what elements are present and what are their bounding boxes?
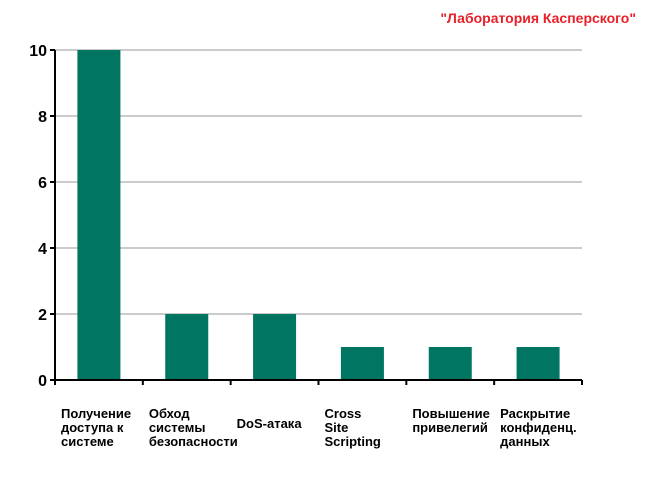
bar [77, 50, 121, 380]
bar [340, 347, 384, 380]
y-tick-label: 4 [38, 241, 47, 258]
x-tick-label: DoS-атака [236, 416, 302, 431]
y-tick-label: 6 [38, 175, 47, 192]
x-tick-label: Обход системы безопасности [148, 406, 238, 449]
bar [516, 347, 560, 380]
x-tick-label: Раскрытие конфиденц. данных [500, 406, 577, 449]
bar [428, 347, 472, 380]
x-tick-label: Повышение привелегий [412, 406, 490, 435]
y-tick-label: 8 [38, 109, 47, 126]
x-tick-label: Cross Site Scripting [324, 406, 381, 449]
y-tick-label: 10 [29, 43, 47, 60]
y-tick-label: 0 [38, 373, 47, 390]
bar [253, 314, 297, 380]
x-tick-label: Получение доступа к системе [61, 406, 132, 449]
source-label: "Лаборатория Касперского" [440, 10, 636, 26]
bar [165, 314, 209, 380]
y-tick-label: 2 [38, 307, 47, 324]
